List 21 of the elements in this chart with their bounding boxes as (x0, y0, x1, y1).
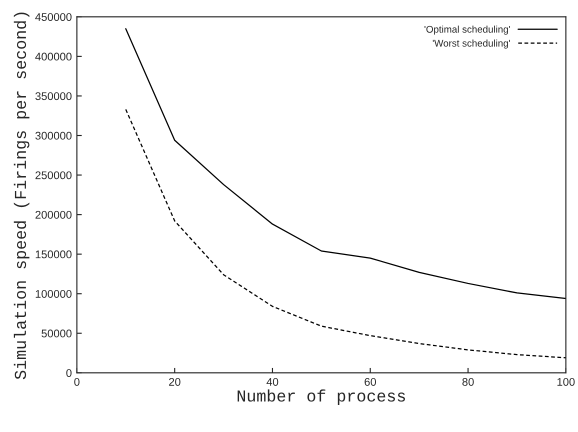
y-tick-label: 150000 (36, 250, 72, 258)
legend-label: 'Worst scheduling' (432, 40, 510, 49)
y-tick-label: 0 (66, 369, 72, 377)
x-tick-label: 20 (169, 378, 180, 386)
y-tick-label: 450000 (35, 13, 72, 21)
y-tick-label: 400000 (35, 52, 72, 61)
x-tick-label: 0 (74, 378, 80, 386)
x-tick-label: 40 (266, 378, 278, 386)
x-axis-title: Number of process (238, 389, 405, 405)
x-tick-label: 100 (557, 378, 575, 386)
legend-label: 'Optimal scheduling' (424, 26, 510, 35)
y-tick-label: 200000 (36, 210, 72, 219)
x-tick-label: 60 (364, 378, 376, 386)
y-tick-label: 100000 (36, 290, 72, 298)
x-tick-label: 80 (462, 378, 474, 386)
y-tick-label: 350000 (35, 92, 72, 100)
y-tick-label: 50000 (42, 330, 72, 338)
y-tick-label: 300000 (35, 132, 72, 140)
y-axis-title: Simulation speed (Firings per second) (14, 12, 30, 380)
line-series (125, 108, 566, 358)
y-tick-label: 250000 (36, 171, 72, 180)
